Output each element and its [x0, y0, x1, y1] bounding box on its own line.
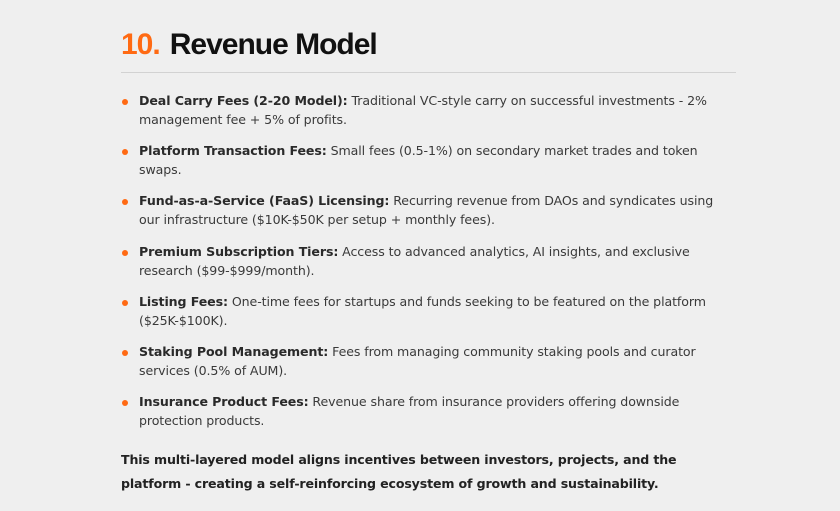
item-term: Listing Fees:	[139, 293, 228, 309]
item-description: Recurring revenue from DAOs and syndicat…	[139, 193, 714, 228]
bullet-icon	[122, 199, 128, 206]
section-heading: 10. Revenue Model	[121, 26, 378, 64]
section-number: 10.	[121, 28, 161, 61]
item-term: Deal Carry Fees (2-20 Model):	[139, 93, 348, 108]
list-item-staking-pool-management: Staking Pool Management: Fees from manag…	[121, 342, 721, 380]
section-title: Revenue Model	[169, 28, 378, 61]
bullet-icon	[122, 99, 128, 105]
item-description: Revenue share from insurance providers o…	[139, 394, 680, 429]
revenue-streams-list: Deal Carry Fees (2-20 Model): Traditiona…	[121, 91, 721, 442]
list-item-deal-carry-fees: Deal Carry Fees (2-20 Model): Traditiona…	[121, 91, 721, 129]
bullet-icon	[122, 400, 128, 407]
item-description: One-time fees for startups and funds see…	[139, 293, 706, 328]
item-term: Staking Pool Management:	[139, 343, 329, 359]
list-item-faas-licensing: Fund-as-a-Service (FaaS) Licensing: Recu…	[121, 191, 721, 229]
item-description: Traditional VC-style carry on successful…	[139, 93, 707, 127]
list-item-insurance-product-fees: Insurance Product Fees: Revenue share fr…	[121, 392, 721, 430]
item-term: Platform Transaction Fees:	[139, 143, 327, 159]
list-item-platform-transaction-fees: Platform Transaction Fees: Small fees (0…	[121, 141, 721, 179]
item-term: Insurance Product Fees:	[139, 394, 309, 410]
bullet-icon	[122, 299, 128, 306]
list-item-premium-subscription-tiers: Premium Subscription Tiers: Access to ad…	[121, 242, 721, 280]
item-description: Access to advanced analytics, AI insight…	[139, 243, 690, 278]
list-item-listing-fees: Listing Fees: One-time fees for startups…	[121, 292, 721, 330]
heading-divider	[121, 72, 736, 73]
item-description: Small fees (0.5-1%) on secondary market …	[139, 143, 698, 178]
bullet-icon	[122, 349, 128, 356]
summary-paragraph: This multi-layered model aligns incentiv…	[121, 452, 677, 491]
item-term: Premium Subscription Tiers:	[139, 243, 339, 259]
item-description: Fees from managing community staking poo…	[139, 343, 696, 378]
bullet-icon	[122, 249, 128, 256]
bullet-icon	[122, 149, 128, 156]
item-term: Fund-as-a-Service (FaaS) Licensing:	[139, 193, 390, 209]
